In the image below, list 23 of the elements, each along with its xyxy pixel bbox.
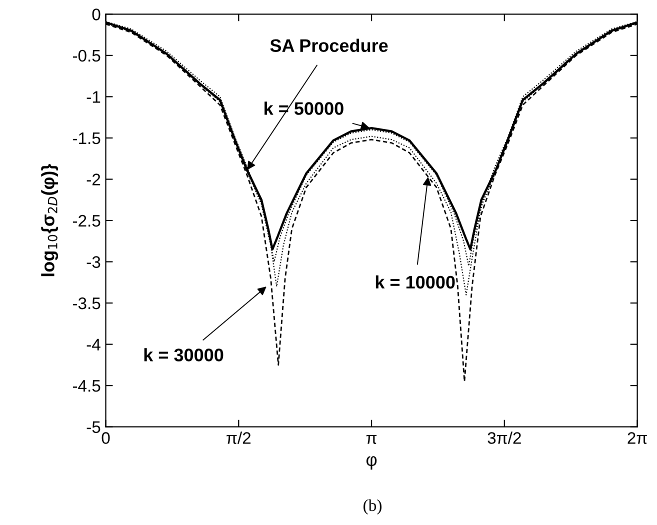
x-tick-label: 0 (102, 432, 110, 444)
x-tick-label: π/2 (226, 432, 251, 444)
y-tick-label: -4.5 (72, 380, 100, 392)
y-tick-label: -2.5 (72, 214, 100, 227)
text: (b) (364, 499, 382, 514)
y-tick-label: 0 (92, 8, 100, 20)
y-tick-label: -0.5 (72, 50, 100, 62)
y-tick-label: -3.5 (72, 297, 100, 310)
y-tick-label: -5 (86, 421, 100, 434)
annotation: k = 50000 (264, 102, 344, 115)
y-tick-label: -1.5 (72, 132, 100, 144)
y-tick-label: -3 (86, 256, 100, 268)
y-axis-title: log$_{10}${σ$_{2D}$(φ)} (41, 164, 58, 276)
x-tick-label: π (366, 434, 377, 444)
y-tick-label: -4 (86, 338, 100, 350)
annotation: SA Procedure (270, 38, 388, 52)
x-tick-label: 3π/2 (488, 432, 521, 444)
annotation: k = 30000 (144, 348, 224, 362)
x-tick-label: 2π (628, 432, 647, 444)
annotation: k = 10000 (376, 275, 455, 289)
y-tick-label: -2 (86, 174, 100, 186)
y-tick-label: -1 (86, 91, 100, 103)
x-axis-title: φ (366, 456, 377, 470)
